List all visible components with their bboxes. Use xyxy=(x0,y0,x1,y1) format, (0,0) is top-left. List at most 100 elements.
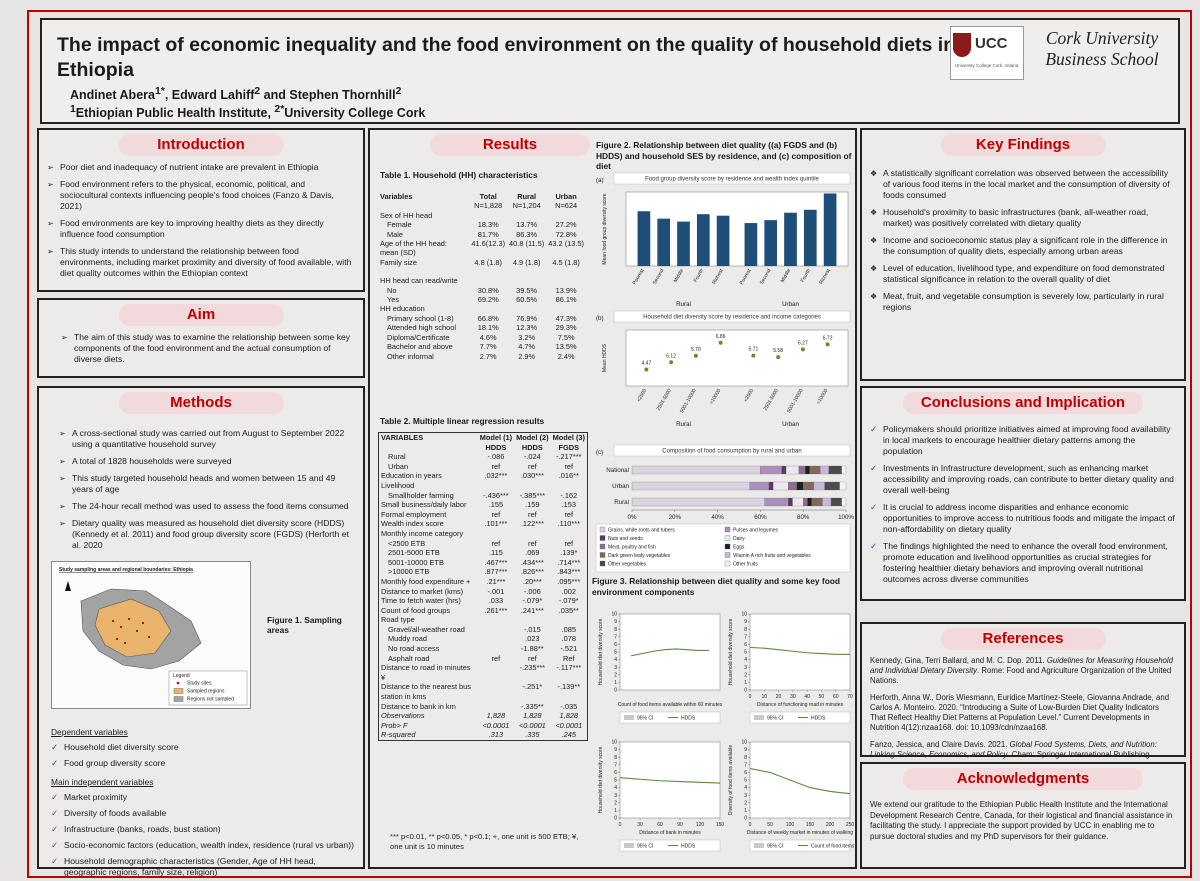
table-cell: 4.8 (1.8) xyxy=(474,257,502,267)
figure-title: Figure 3. Relationship between diet qual… xyxy=(592,576,841,597)
y-tick-label: 4 xyxy=(744,657,747,663)
table-cell: 81.7% xyxy=(477,229,499,239)
legend-label: Other vegetables xyxy=(608,562,647,568)
table-cell: .101*** xyxy=(484,519,508,529)
table-cell: -.117*** xyxy=(556,663,582,673)
table-row: Small business/daily labor .155 .159 .153 xyxy=(379,500,588,510)
point xyxy=(693,353,698,358)
table-cell: .826*** xyxy=(520,567,544,577)
table-cell: .20*** xyxy=(522,576,542,586)
table-cell: 13.9% xyxy=(555,285,577,295)
table-cell: -.335** xyxy=(521,701,544,711)
table-row: Family size 4.8 (1.8) 4.9 (1.8) 4.5 (1.8) xyxy=(378,258,586,267)
table-cell: 18.3% xyxy=(477,220,499,230)
y-tick-label: 2 xyxy=(744,672,747,678)
point xyxy=(825,342,830,347)
data-table: Variables Total Rural Urban N=1,828 N=1,204 N=… xyxy=(378,192,586,361)
legend-label: Other fruits xyxy=(733,562,758,568)
table-cell: 47.3% xyxy=(555,313,577,323)
y-tick-label: 2 xyxy=(614,800,617,806)
row-label: Age of the HH head: mean (SD) xyxy=(380,239,447,258)
column-header: Model (3) FGDS xyxy=(551,433,588,453)
table-cell: ref xyxy=(564,461,574,471)
x-tick-label: 20% xyxy=(669,514,682,521)
table-cell: .843*** xyxy=(557,567,581,577)
y-tick-label: 8 xyxy=(744,627,747,633)
table-cell: 4.6% xyxy=(479,332,497,342)
legend-swatch xyxy=(599,526,606,533)
bar xyxy=(657,218,671,266)
x-tick-label: 40 xyxy=(804,694,810,700)
table-row: Count of food groups .261*** .241*** .035** xyxy=(379,606,588,616)
chart-c: (c) Composition of food consumption by ru… xyxy=(595,444,854,573)
row-label: Primary school (1-8) xyxy=(387,313,454,323)
table-cell: ref xyxy=(491,509,501,519)
y-tick-label: 0 xyxy=(614,816,617,822)
x-tick-label: 60% xyxy=(754,514,767,521)
table-cell: .714*** xyxy=(557,557,581,567)
table-cell: -.162 xyxy=(560,490,578,500)
list-item: Diversity of foods available xyxy=(51,808,355,819)
list-item: Poor diet and inadequacy of nutrient int… xyxy=(47,162,355,173)
introduction-panel: Introduction Poor diet and inadequacy of… xyxy=(37,128,365,292)
column-header: Total xyxy=(479,192,497,201)
table-cell: ref xyxy=(528,461,537,471)
table-row: Male 81.7% 86.3% 72.8% xyxy=(378,230,586,239)
bar-segment xyxy=(798,465,806,475)
reference: Herforth, Anna W., Doris Wiesmann, Eurid… xyxy=(870,693,1176,733)
table-cell: 3.2% xyxy=(518,332,536,342)
legend-swatch xyxy=(724,526,731,533)
legend-swatch xyxy=(599,560,606,567)
section-heading: Aim xyxy=(118,304,284,326)
y-tick-label: 6 xyxy=(744,770,747,776)
table-cell: .069 xyxy=(525,548,540,558)
table-row: Distance to market (kms) -.001 -.006 .002 xyxy=(379,587,588,597)
table-cell: .110*** xyxy=(557,519,581,529)
text-part: Ethiopian Public Health Institute, xyxy=(75,106,275,121)
bar-segment xyxy=(749,481,770,491)
table-cell: -.079* xyxy=(558,596,579,606)
site xyxy=(147,635,151,639)
x-tick-label: 0 xyxy=(619,822,622,828)
bar-segment xyxy=(792,497,804,507)
column-model: Model (1) xyxy=(479,433,513,442)
table-cell: 41.6(12.3) xyxy=(471,239,506,249)
row-label: Wealth index score xyxy=(381,519,444,529)
site xyxy=(115,637,119,641)
subheader-row: N=1,828 N=1,204 N=624 xyxy=(378,201,586,210)
figure-title: Figure 2. Relationship between diet qual… xyxy=(596,140,852,171)
list-item: Meat, fruit, and vegetable consumption i… xyxy=(870,291,1176,313)
x-tick-label: 150 xyxy=(806,822,815,828)
study-sites xyxy=(111,617,151,645)
list-item: Dietary quality was measured as househol… xyxy=(59,518,355,551)
bar-segment xyxy=(809,465,821,475)
table-1: Variables Total Rural Urban N=1,828 N=1,204 N=… xyxy=(378,192,586,361)
row-label: Education in years xyxy=(381,471,442,481)
column-header: VARIABLES xyxy=(379,433,478,453)
value-label: 5.71 xyxy=(749,347,759,353)
legend-label: Grains, white roots and tubers xyxy=(608,528,675,534)
text-part: 2 xyxy=(395,86,402,97)
reference: Kennedy, Gina, Terri Ballard, and M. C. … xyxy=(870,656,1176,686)
table-row: >10000 ETB .877*** .826*** .843*** xyxy=(379,567,588,577)
chart-3c: Household diet diversity score 0 1 23 45 6 78 9… xyxy=(598,740,724,852)
legend-swatch xyxy=(599,552,606,558)
table-cell: 76.9% xyxy=(516,313,538,323)
column-header: Rural xyxy=(517,192,537,201)
column-model: Model (2) xyxy=(516,433,549,442)
y-tick-label: 2 xyxy=(744,800,747,806)
y-axis-label: Diversity of food items available xyxy=(728,745,734,816)
x-tick-label: <2500 xyxy=(743,388,755,403)
bar-segment xyxy=(768,481,774,491)
table-cell: -.001 xyxy=(487,586,505,596)
point xyxy=(718,340,723,345)
table-cell: 13.5% xyxy=(555,342,577,352)
x-axis-label: Distance of functioning road in minutes xyxy=(757,702,844,708)
map-title: Study sampling areas and regional bounda… xyxy=(59,567,193,573)
table-cell: 18.1% xyxy=(477,323,499,333)
column-outcome: HDDS xyxy=(521,442,543,452)
table-cell: ref xyxy=(528,538,537,548)
table-cell: .434*** xyxy=(520,557,544,567)
table-cell: 39.5% xyxy=(516,285,538,295)
